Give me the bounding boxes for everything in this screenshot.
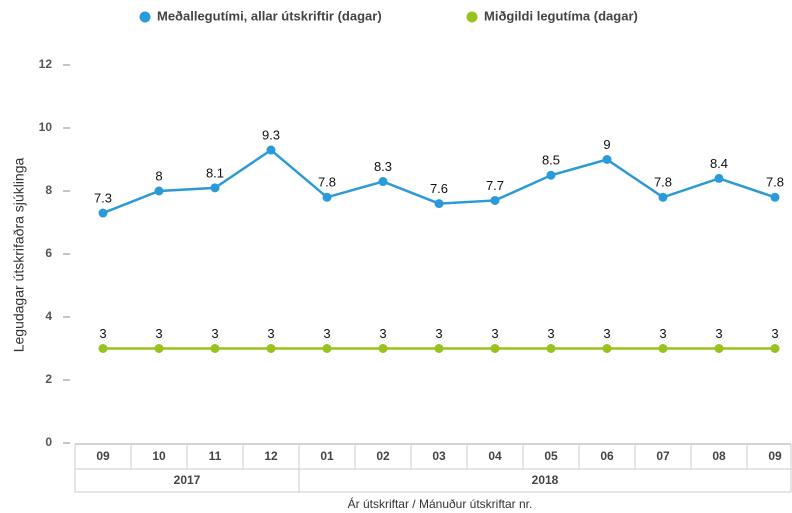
point: [546, 344, 556, 353]
x-tick-label: 08: [712, 449, 726, 463]
point: [770, 192, 780, 202]
data-label: 3: [435, 326, 442, 341]
x-tick-label: 11: [209, 449, 222, 463]
point: [490, 195, 500, 205]
y-axis-label: Legudagar útskrifaðra sjúklinga: [11, 158, 27, 353]
data-label: 3: [267, 326, 274, 341]
point: [266, 145, 276, 155]
data-label: 3: [211, 326, 218, 341]
point: [434, 344, 444, 353]
legend-marker: [139, 11, 151, 23]
point: [210, 344, 220, 353]
y-tick-label: 12: [39, 57, 53, 71]
point: [770, 344, 780, 353]
point: [434, 199, 444, 209]
legend-label: Miðgildi legutíma (dagar): [484, 8, 638, 23]
data-label: 3: [547, 326, 554, 341]
data-label: 8.3: [374, 159, 392, 174]
data-label: 7.8: [654, 175, 672, 190]
year-label: 2018: [532, 473, 559, 487]
data-label: 7.3: [94, 190, 112, 205]
x-axis-label: Ár útskriftar / Mánuður útskriftar nr.: [348, 496, 533, 511]
y-tick-label: 6: [45, 246, 52, 260]
data-label: 7.6: [430, 181, 448, 196]
point: [210, 183, 220, 193]
data-label: 8.5: [542, 153, 560, 168]
point: [154, 186, 164, 196]
data-label: 7.8: [318, 175, 336, 190]
data-label: 3: [659, 326, 666, 341]
point: [714, 344, 724, 353]
data-label: 8: [155, 168, 162, 183]
y-tick-label: 0: [45, 435, 52, 449]
point: [546, 170, 556, 180]
y-tick-label: 4: [45, 309, 52, 323]
point: [98, 208, 108, 218]
data-label: 3: [771, 326, 778, 341]
x-tick-label: 03: [432, 449, 446, 463]
data-label: 3: [99, 326, 106, 341]
year-label: 2017: [174, 473, 201, 487]
y-tick-label: 2: [45, 372, 52, 386]
legend-marker: [466, 11, 478, 23]
point: [602, 344, 612, 353]
point: [714, 173, 724, 183]
data-label: 7.7: [486, 178, 504, 193]
point: [658, 192, 668, 202]
y-tick-label: 10: [39, 120, 53, 134]
point: [658, 344, 668, 353]
point: [490, 344, 500, 353]
x-tick-label: 01: [320, 449, 334, 463]
x-tick-label: 06: [600, 449, 614, 463]
x-tick-label: 10: [152, 449, 166, 463]
x-tick-label: 05: [544, 449, 558, 463]
x-tick-label: 04: [488, 449, 502, 463]
point: [266, 344, 276, 353]
data-label: 3: [603, 326, 610, 341]
point: [602, 155, 612, 164]
data-label: 3: [323, 326, 330, 341]
point: [154, 344, 164, 353]
data-label: 3: [715, 326, 722, 341]
point: [378, 344, 388, 353]
point: [322, 192, 332, 202]
point: [378, 177, 388, 187]
data-label: 7.8: [766, 175, 784, 190]
x-tick-label: 07: [656, 449, 670, 463]
data-label: 8.1: [206, 165, 224, 180]
x-tick-label: 09: [96, 449, 110, 463]
data-label: 3: [379, 326, 386, 341]
x-tick-label: 02: [376, 449, 390, 463]
point: [98, 344, 108, 353]
x-tick-label: 12: [264, 449, 278, 463]
legend-label: Meðallegutími, allar útskriftir (dagar): [157, 8, 382, 23]
x-tick-label: 09: [768, 449, 782, 463]
data-label: 9: [603, 137, 610, 152]
data-label: 3: [491, 326, 498, 341]
y-tick-label: 8: [45, 183, 52, 197]
point: [322, 344, 332, 353]
data-label: 8.4: [710, 156, 728, 171]
data-label: 9.3: [262, 127, 280, 142]
data-label: 3: [155, 326, 162, 341]
